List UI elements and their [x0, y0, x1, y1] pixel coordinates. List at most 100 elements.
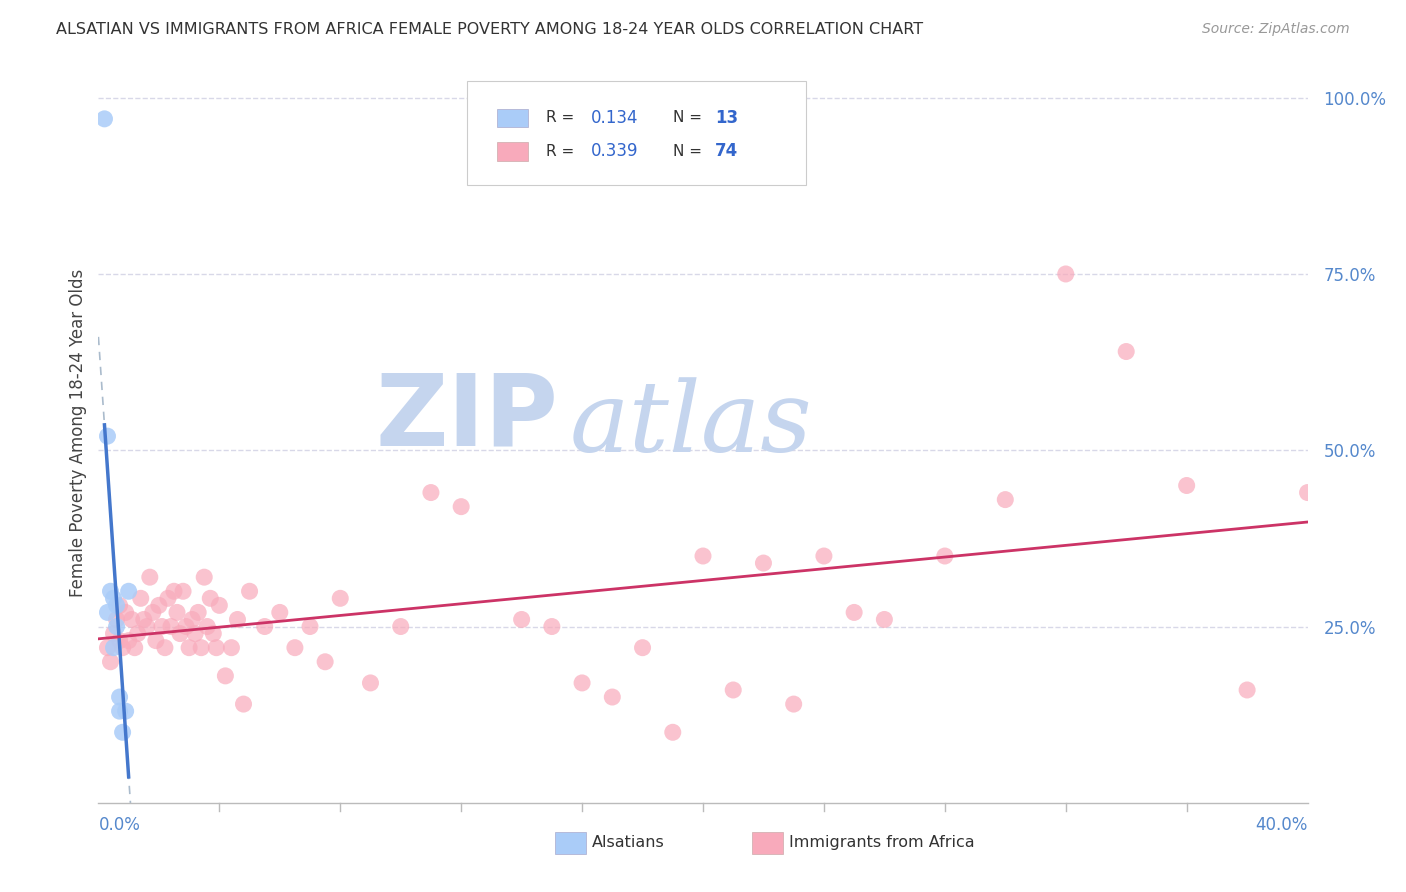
Point [103, 591, 125, 606]
Point [360, 676, 382, 690]
Point [118, 633, 141, 648]
Point [139, 570, 162, 584]
Point [169, 626, 191, 640]
Point [284, 640, 307, 655]
Point [226, 612, 249, 626]
Point [195, 619, 218, 633]
Y-axis label: Female Poverty Among 18-24 Year Olds: Female Poverty Among 18-24 Year Olds [69, 268, 87, 597]
Point [269, 606, 291, 620]
Point [108, 690, 131, 704]
Text: R =: R = [546, 111, 583, 126]
Point [813, 549, 835, 563]
Point [844, 606, 866, 620]
Text: 40.0%: 40.0% [1256, 816, 1308, 834]
Point [510, 612, 533, 626]
Point [692, 549, 714, 563]
Point [142, 606, 165, 620]
Text: atlas: atlas [569, 377, 813, 473]
Text: 74: 74 [716, 143, 738, 161]
Point [105, 619, 128, 633]
Point [208, 599, 231, 613]
Point [1236, 683, 1258, 698]
Point [163, 584, 186, 599]
Text: R =: R = [546, 144, 583, 159]
Point [124, 640, 146, 655]
Point [1115, 344, 1137, 359]
Point [108, 704, 131, 718]
Point [111, 640, 134, 655]
Point [934, 549, 956, 563]
Point [156, 591, 179, 606]
Point [205, 640, 228, 655]
Point [100, 655, 122, 669]
Point [118, 584, 141, 599]
Text: N =: N = [673, 111, 707, 126]
Point [202, 626, 225, 640]
FancyBboxPatch shape [498, 142, 527, 161]
Point [148, 599, 170, 613]
Point [1054, 267, 1077, 281]
Point [389, 619, 412, 633]
Text: ZIP: ZIP [375, 369, 558, 467]
Point [105, 599, 128, 613]
Text: N =: N = [673, 144, 707, 159]
FancyBboxPatch shape [467, 81, 806, 185]
Point [1296, 485, 1319, 500]
Point [103, 626, 125, 640]
Point [174, 619, 197, 633]
Point [994, 492, 1017, 507]
Point [1175, 478, 1198, 492]
Point [153, 640, 176, 655]
Point [103, 640, 125, 655]
Text: ALSATIAN VS IMMIGRANTS FROM AFRICA FEMALE POVERTY AMONG 18-24 YEAR OLDS CORRELAT: ALSATIAN VS IMMIGRANTS FROM AFRICA FEMAL… [56, 22, 924, 37]
Point [114, 704, 136, 718]
Text: 0.134: 0.134 [591, 109, 638, 127]
Point [314, 655, 336, 669]
Point [239, 584, 262, 599]
Point [631, 640, 654, 655]
Point [873, 612, 896, 626]
Text: Source: ZipAtlas.com: Source: ZipAtlas.com [1202, 22, 1350, 37]
Point [184, 626, 207, 640]
Text: Immigrants from Africa: Immigrants from Africa [789, 836, 974, 850]
Point [420, 485, 443, 500]
Point [166, 606, 188, 620]
Point [114, 606, 136, 620]
Point [752, 556, 775, 570]
Point [160, 619, 183, 633]
Point [329, 591, 352, 606]
Point [193, 570, 215, 584]
Text: 0.0%: 0.0% [98, 816, 141, 834]
Text: 13: 13 [716, 109, 738, 127]
Point [450, 500, 472, 514]
Point [232, 697, 254, 711]
Point [129, 591, 152, 606]
Point [181, 612, 204, 626]
Point [96, 429, 118, 443]
Point [100, 584, 122, 599]
Point [145, 633, 167, 648]
Point [602, 690, 624, 704]
Point [121, 612, 143, 626]
Point [214, 669, 236, 683]
Point [93, 112, 115, 126]
Point [783, 697, 806, 711]
Point [299, 619, 322, 633]
Point [111, 725, 134, 739]
Point [200, 591, 222, 606]
Point [108, 599, 131, 613]
Point [135, 619, 157, 633]
Point [540, 619, 562, 633]
Point [127, 626, 149, 640]
Point [661, 725, 683, 739]
Text: Alsatians: Alsatians [592, 836, 665, 850]
Point [108, 633, 131, 648]
FancyBboxPatch shape [498, 109, 527, 128]
Point [190, 640, 212, 655]
Point [96, 640, 118, 655]
Point [96, 606, 118, 620]
Text: 0.339: 0.339 [591, 143, 638, 161]
Point [105, 612, 128, 626]
Point [723, 683, 745, 698]
Point [179, 640, 201, 655]
